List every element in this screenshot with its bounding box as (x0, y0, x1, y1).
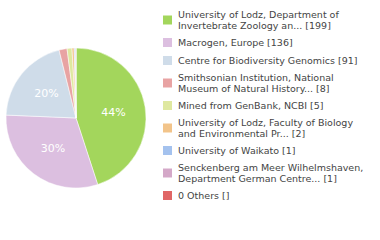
svg-text:University of Lodz, Department: University of Lodz, Department of (178, 9, 342, 20)
svg-text:Invertebrate Zoology an... [19: Invertebrate Zoology an... [199] (178, 20, 331, 31)
svg-text:University of Waikato [1]: University of Waikato [1] (178, 145, 296, 156)
svg-text:Mined from GenBank, NCBI [5]: Mined from GenBank, NCBI [5] (178, 100, 324, 111)
svg-text:20%: 20% (34, 87, 58, 100)
svg-text:30%: 30% (41, 142, 65, 155)
svg-text:and Environmental Pr... [2]: and Environmental Pr... [2] (178, 128, 305, 139)
svg-text:Museum of Natural History... [: Museum of Natural History... [8] (178, 83, 330, 94)
svg-text:Centre for Biodiversity Genomi: Centre for Biodiversity Genomics [91] (178, 55, 357, 66)
svg-text:Smithsonian Institution, Natio: Smithsonian Institution, National (178, 72, 337, 83)
svg-text:0 Others []: 0 Others [] (178, 190, 229, 201)
svg-text:Macrogen, Europe [136]: Macrogen, Europe [136] (178, 37, 293, 48)
svg-text:Department German Centre... [1: Department German Centre... [1] (178, 173, 337, 184)
svg-text:44%: 44% (101, 106, 125, 119)
svg-text:Senckenberg am Meer Wilhelmsha: Senckenberg am Meer Wilhelmshaven, (178, 162, 366, 173)
svg-text:University of Lodz, Faculty of: University of Lodz, Faculty of Biology (178, 117, 356, 128)
